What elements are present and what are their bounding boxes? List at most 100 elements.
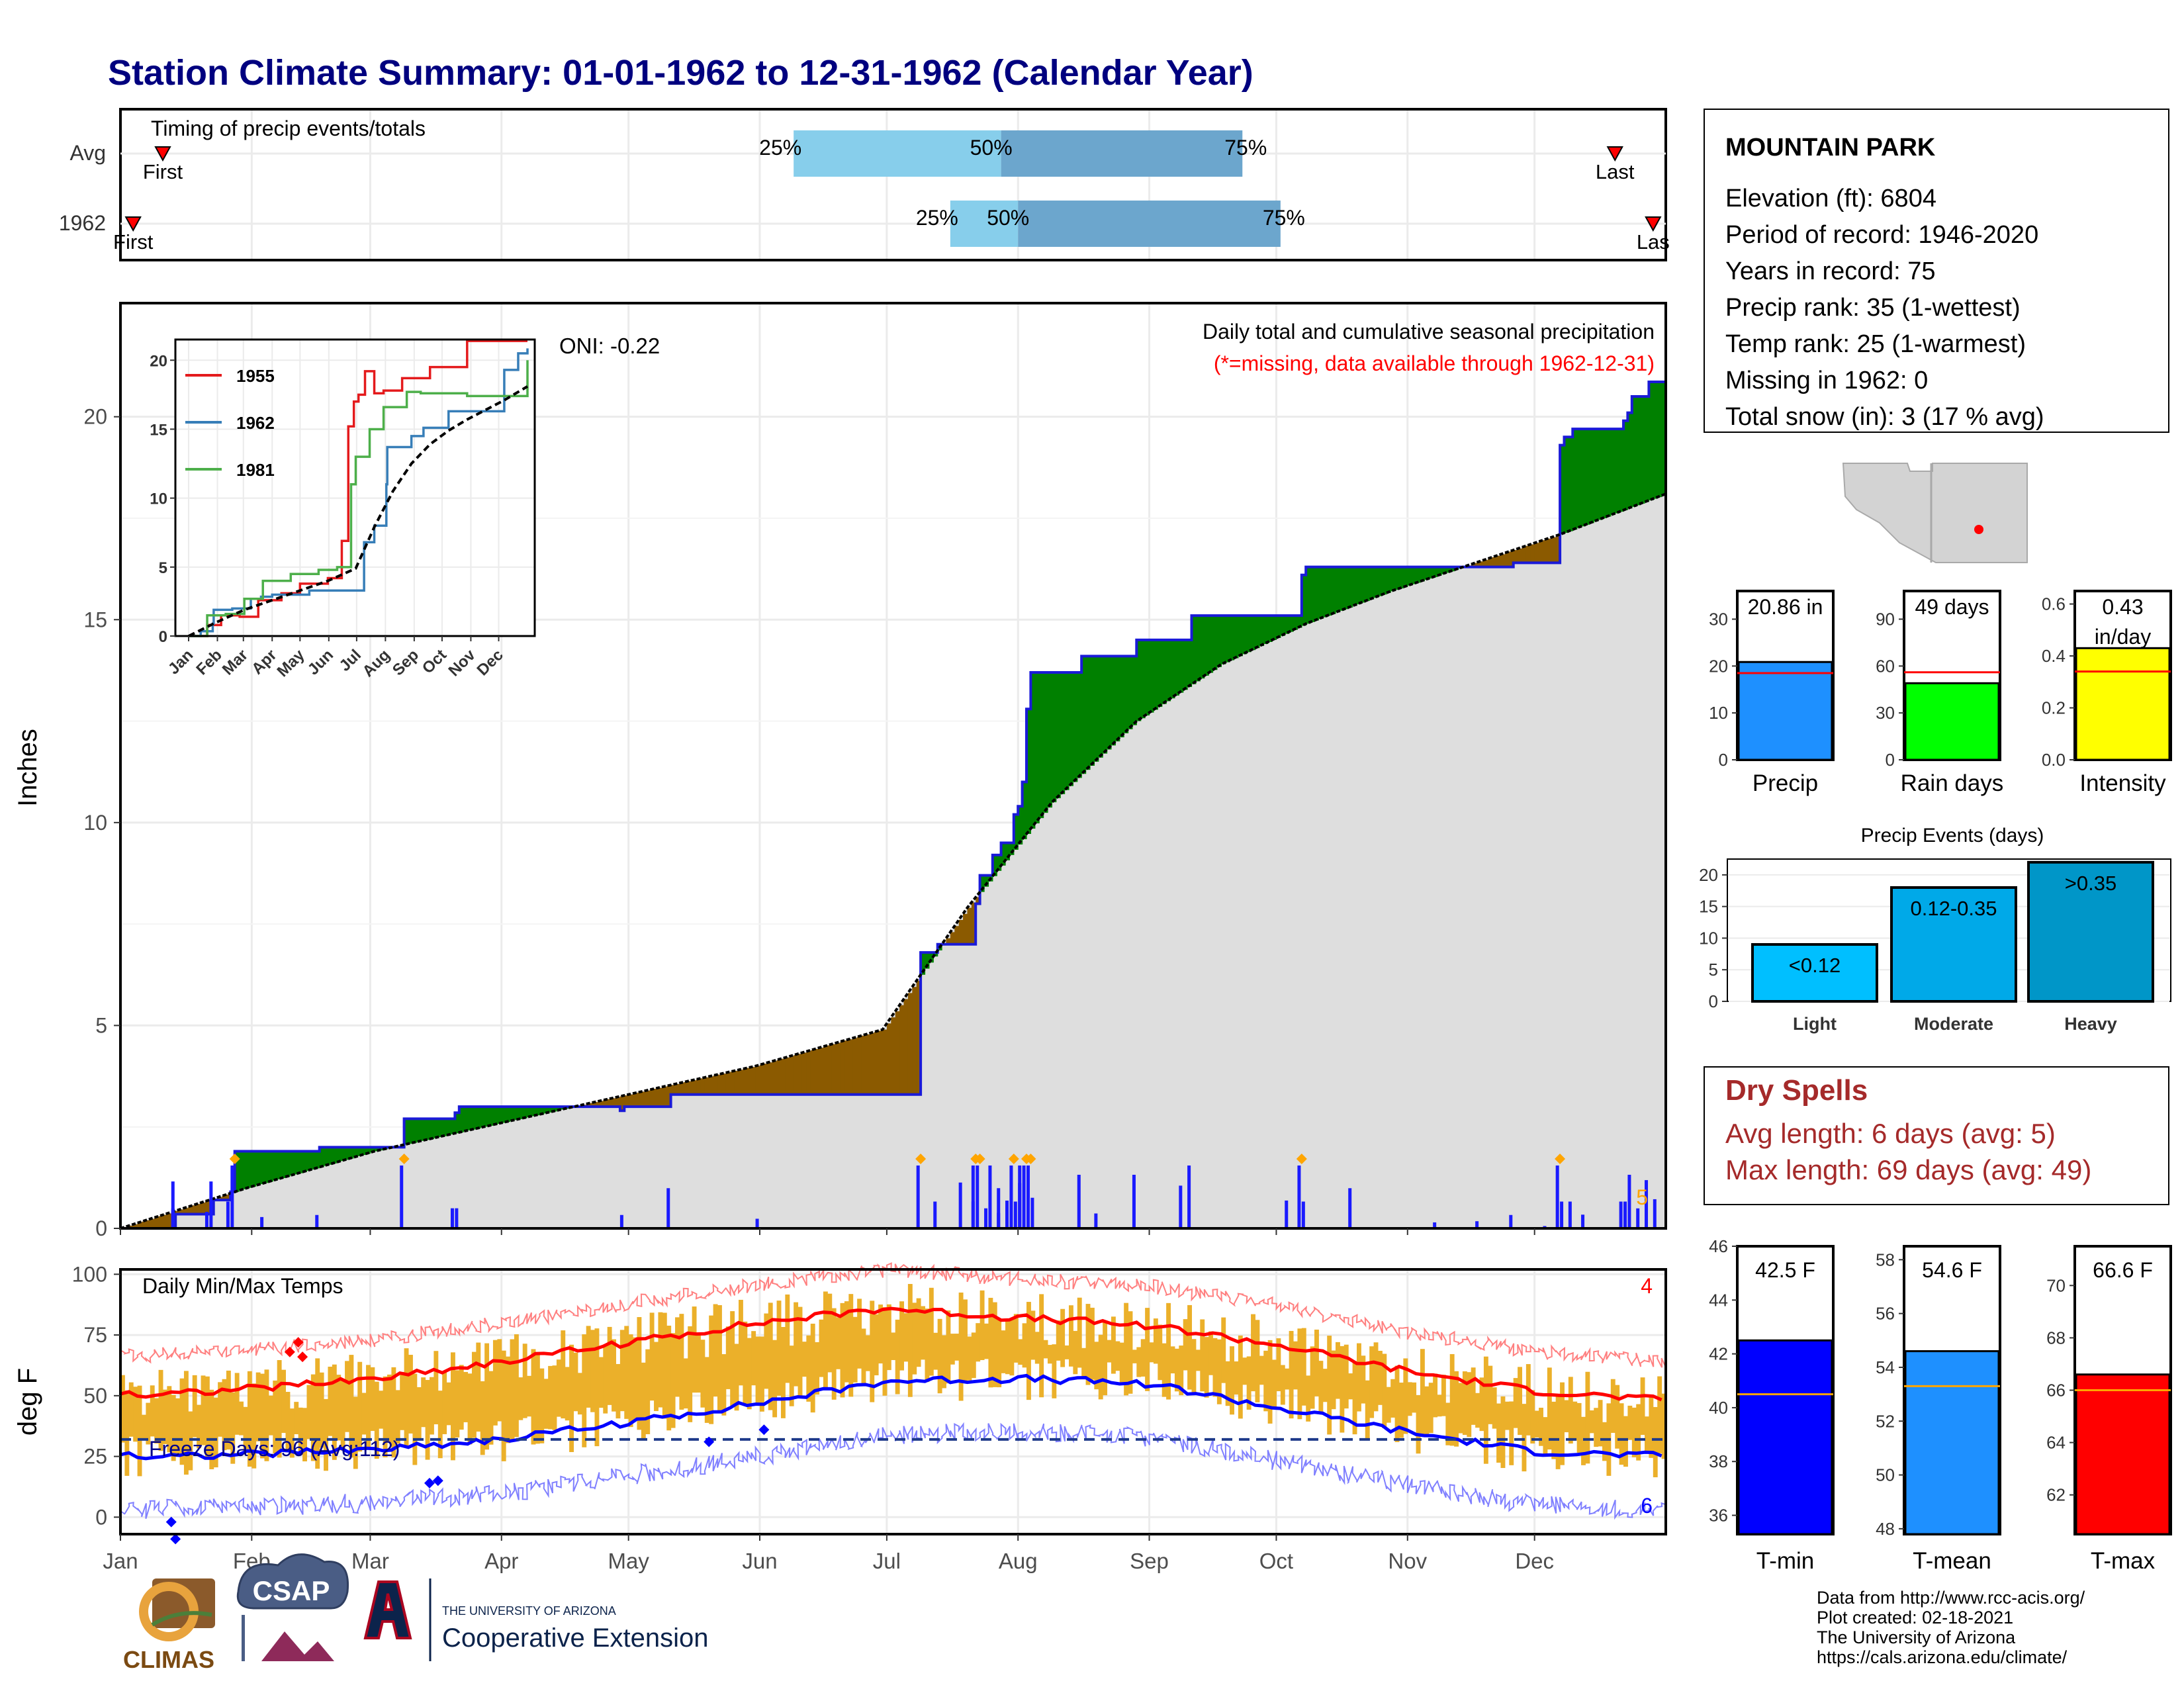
legend-label-1955: 1955 <box>236 366 275 386</box>
events-ytick-label: 15 <box>1699 897 1718 917</box>
month-label-sep: Sep <box>1130 1549 1169 1573</box>
precip-deficit-strip <box>912 987 917 1094</box>
max-record-count: 4 <box>1641 1274 1653 1298</box>
month-label-apr: Apr <box>484 1549 518 1573</box>
daily-temp-range-bar <box>1314 1330 1319 1396</box>
daily-temp-range-bar <box>650 1312 655 1400</box>
precip-deficit-strip <box>908 993 913 1094</box>
daily-precip-bar <box>1285 1201 1288 1228</box>
precip-deficit-strip <box>883 1030 887 1095</box>
daily-precip-bar <box>1179 1185 1182 1228</box>
precip-surplus-strip <box>1132 656 1137 725</box>
precip-deficit-strip <box>967 908 972 944</box>
daily-temp-range-bar <box>1060 1309 1065 1367</box>
precip-deficit-strip <box>823 1046 828 1094</box>
daily-temp-range-bar <box>603 1345 608 1414</box>
daily-temp-range-bar <box>721 1354 726 1416</box>
precip-surplus-strip <box>1212 616 1217 670</box>
precip-surplus-strip <box>1115 656 1120 741</box>
daily-precip-bar <box>315 1215 318 1228</box>
summary-bar-rain-days <box>1905 683 1999 760</box>
dry-spells-max: Max length: 69 days (avg: 49) <box>1725 1154 2091 1185</box>
precip-deficit-strip <box>870 1033 874 1095</box>
summary-ytick-label: 0.2 <box>2042 698 2066 718</box>
precip-deficit-strip <box>709 1076 713 1094</box>
precip-surplus-strip <box>1602 429 1607 518</box>
precip-surplus-strip <box>408 1119 413 1144</box>
precip-deficit-strip <box>747 1068 752 1095</box>
daily-temp-range-bar <box>747 1338 752 1410</box>
precip-surplus-strip <box>1416 567 1421 583</box>
daily-temp-range-bar <box>1522 1404 1526 1471</box>
daily-temp-range-bar <box>506 1357 510 1443</box>
precip-deficit-strip <box>827 1045 832 1094</box>
month-label-jan: Jan <box>103 1549 138 1573</box>
daily-temp-range-bar <box>1378 1351 1383 1405</box>
precip-surplus-strip <box>1039 672 1044 818</box>
summary-ytick-label: 20 <box>1709 656 1728 676</box>
temp-summary-ytick-label: 54 <box>1876 1357 1895 1377</box>
daily-temp-range-bar <box>1357 1344 1361 1412</box>
daily-temp-range-bar <box>1594 1408 1598 1447</box>
precip-surplus-strip <box>1073 672 1077 782</box>
daily-temp-range-bar <box>878 1304 883 1363</box>
precip-surplus-strip <box>1276 616 1281 638</box>
precip-deficit-strip <box>819 1048 824 1095</box>
timing-1962-last-label: Las <box>1637 230 1670 253</box>
precip-surplus-strip <box>1166 640 1171 702</box>
precip-surplus-strip <box>1208 616 1213 672</box>
daily-temp-range-bar <box>527 1376 531 1416</box>
precip-deficit-strip <box>811 1050 815 1095</box>
temp-summary-ytick-label: 68 <box>2046 1328 2066 1348</box>
daily-temp-range-bar <box>1039 1294 1044 1397</box>
precip-surplus-strip <box>1103 656 1107 753</box>
station-location-dot <box>1974 525 1983 534</box>
timing-row-avg-label: Avg <box>69 141 106 165</box>
ua-logo-small-text: THE UNIVERSITY OF ARIZONA <box>442 1604 616 1618</box>
daily-temp-range-bar <box>1297 1328 1302 1419</box>
daily-temp-range-bar <box>1192 1339 1197 1394</box>
precip-deficit-strip <box>899 1005 904 1095</box>
daily-temp-range-bar <box>1268 1340 1273 1424</box>
daily-temp-range-bar <box>1077 1298 1082 1368</box>
daily-temp-range-bar <box>959 1293 964 1401</box>
temp-ylabel: deg F <box>13 1368 42 1436</box>
daily-precip-bar <box>400 1165 403 1228</box>
daily-temp-range-bar <box>624 1326 629 1418</box>
precip-deficit-strip <box>743 1069 747 1095</box>
precip-deficit-strip <box>841 1042 845 1095</box>
events-ytick-label: 20 <box>1699 865 1718 885</box>
precip-surplus-strip <box>1226 616 1230 663</box>
temp-summary-ytick-label: 62 <box>2046 1485 2066 1505</box>
precip-surplus-strip <box>1268 616 1273 642</box>
precip-surplus-strip <box>315 1152 320 1169</box>
daily-precip-bar <box>1556 1165 1559 1228</box>
precip-surplus-strip <box>497 1107 502 1124</box>
precip-surplus-strip <box>1590 429 1594 523</box>
daily-temp-range-bar <box>1150 1342 1154 1362</box>
daily-temp-range-bar <box>1086 1304 1091 1385</box>
daily-temp-range-bar <box>1251 1314 1255 1391</box>
precip-deficit-strip <box>756 1066 760 1095</box>
temp-summary-ytick-label: 50 <box>1876 1465 1895 1485</box>
timing-avg-first-label: First <box>143 160 183 183</box>
summary-ytick-label: 0.6 <box>2042 594 2066 614</box>
precip-event-count: 5 <box>1636 1185 1648 1209</box>
precip-surplus-strip <box>1081 656 1086 774</box>
precip-deficit-strip <box>629 1095 633 1107</box>
daily-temp-range-bar <box>396 1390 400 1443</box>
precip-surplus-strip <box>1353 567 1357 606</box>
precip-deficit-strip <box>167 1214 171 1228</box>
temp-summary-ytick-label: 56 <box>1876 1304 1895 1324</box>
daily-temp-range-bar <box>777 1301 782 1396</box>
timing-1962-p25-label: 25% <box>916 206 958 230</box>
daily-temp-range-bar <box>150 1385 155 1436</box>
precip-surplus-strip <box>1585 429 1590 525</box>
daily-temp-range-bar <box>345 1361 349 1432</box>
daily-temp-range-bar <box>811 1324 815 1412</box>
inset-ytick-label: 10 <box>150 490 167 508</box>
daily-temp-range-bar <box>1408 1382 1412 1416</box>
daily-temp-range-bar <box>1212 1338 1217 1397</box>
temp-summary-ytick-label: 70 <box>2046 1275 2066 1295</box>
